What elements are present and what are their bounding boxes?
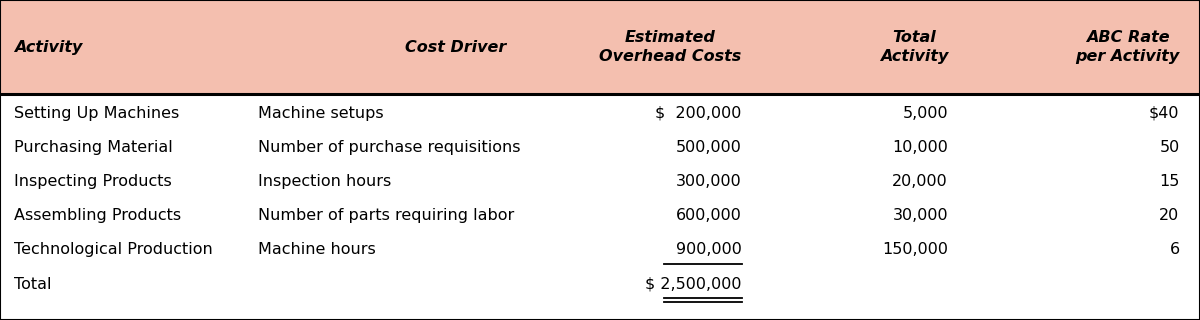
Text: 6: 6 [1170,243,1180,257]
Text: 20,000: 20,000 [893,174,948,189]
Text: Number of parts requiring labor: Number of parts requiring labor [258,208,515,223]
Text: $ 2,500,000: $ 2,500,000 [646,276,742,292]
Text: Inspecting Products: Inspecting Products [14,174,172,189]
Text: Machine setups: Machine setups [258,106,384,121]
Text: 20: 20 [1159,208,1180,223]
Text: Assembling Products: Assembling Products [14,208,181,223]
Text: Activity: Activity [14,40,83,55]
Text: 30,000: 30,000 [893,208,948,223]
Text: $  200,000: $ 200,000 [655,106,742,121]
Text: Estimated
Overhead Costs: Estimated Overhead Costs [599,30,742,64]
Text: 15: 15 [1159,174,1180,189]
Text: ABC Rate
per Activity: ABC Rate per Activity [1075,30,1180,64]
Text: $40: $40 [1150,106,1180,121]
Text: Total
Activity: Total Activity [880,30,948,64]
Text: 500,000: 500,000 [676,140,742,155]
Bar [0,0,1200,94]
Text: 300,000: 300,000 [676,174,742,189]
Text: 10,000: 10,000 [892,140,948,155]
Text: 150,000: 150,000 [882,243,948,257]
Text: Technological Production: Technological Production [14,243,214,257]
Text: Number of purchase requisitions: Number of purchase requisitions [258,140,521,155]
Text: 5,000: 5,000 [902,106,948,121]
Text: 50: 50 [1159,140,1180,155]
Text: 600,000: 600,000 [676,208,742,223]
Text: Purchasing Material: Purchasing Material [14,140,173,155]
Text: Setting Up Machines: Setting Up Machines [14,106,180,121]
Text: Total: Total [14,276,52,292]
Text: 900,000: 900,000 [676,243,742,257]
Text: Machine hours: Machine hours [258,243,376,257]
Text: Cost Driver: Cost Driver [406,40,506,55]
Text: Inspection hours: Inspection hours [258,174,391,189]
